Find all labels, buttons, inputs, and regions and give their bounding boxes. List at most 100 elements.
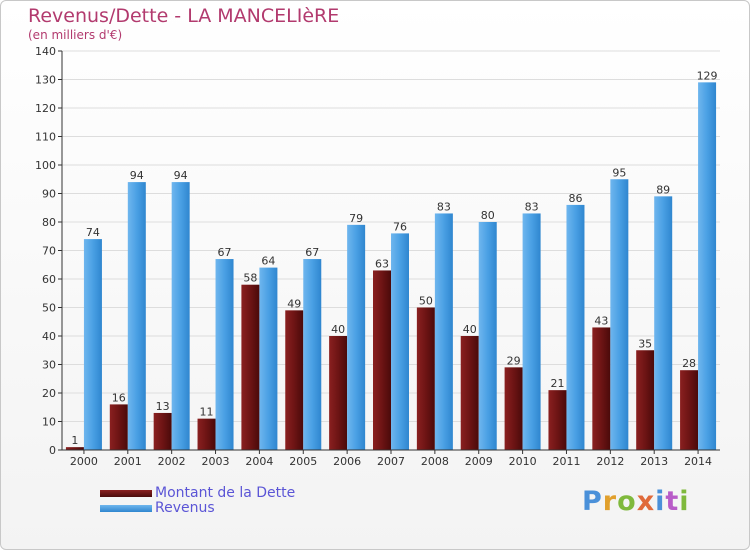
y-tick-label: 70 [42, 245, 56, 258]
x-tick-label: 2013 [640, 455, 668, 468]
revenue-bar [83, 239, 102, 450]
revenue-bar-label: 89 [656, 183, 670, 196]
y-tick-label: 10 [42, 416, 56, 429]
revenue-bar [610, 179, 629, 450]
y-tick-label: 100 [35, 159, 56, 172]
debt-bar-label: 29 [507, 354, 521, 367]
debt-bar [592, 327, 611, 450]
y-tick-label: 140 [35, 45, 56, 58]
debt-bar [65, 447, 84, 450]
revenue-bar-label: 94 [130, 169, 144, 182]
debt-bar-label: 11 [200, 406, 214, 419]
debt-bar-label: 58 [243, 272, 257, 285]
debt-bar-label: 28 [682, 357, 696, 370]
revenue-bar [259, 267, 278, 450]
debt-bar [285, 310, 304, 450]
debt-bar [329, 336, 348, 450]
revenue-bar [171, 182, 190, 450]
legend-label-revenue: Revenus [155, 500, 215, 516]
debt-bar [373, 270, 391, 450]
revenue-bar-label: 95 [612, 166, 626, 179]
x-tick-label: 2002 [158, 455, 186, 468]
legend-swatch-debt [100, 490, 152, 497]
x-tick-label: 2010 [509, 455, 537, 468]
debt-bar-label: 50 [419, 295, 433, 308]
x-tick-label: 2004 [245, 455, 273, 468]
revenue-bar [434, 213, 453, 450]
y-tick-label: 30 [42, 359, 56, 372]
chart-subtitle: (en milliers d'€) [28, 28, 123, 42]
x-tick-label: 2001 [114, 455, 142, 468]
y-tick-label: 20 [42, 387, 56, 400]
x-tick-label: 2005 [289, 455, 317, 468]
y-tick-label: 130 [35, 74, 56, 87]
debt-bar [636, 350, 655, 450]
revenue-bar-label: 76 [393, 220, 407, 233]
legend-swatch-revenue [100, 505, 152, 512]
revenue-bar [127, 182, 146, 450]
debt-bar-label: 21 [550, 377, 564, 390]
revenue-bar-label: 83 [437, 200, 451, 213]
y-tick-label: 40 [42, 330, 56, 343]
revenue-bar [391, 233, 409, 450]
debt-bar [504, 367, 523, 450]
x-tick-label: 2007 [377, 455, 405, 468]
revenue-bar-label: 129 [697, 69, 718, 82]
debt-bar-label: 40 [331, 323, 345, 336]
debt-bar-label: 40 [463, 323, 477, 336]
chart-title: Revenus/Dette - LA MANCELIèRE [28, 5, 340, 27]
revenue-bar-label: 79 [349, 212, 363, 225]
y-tick-label: 110 [35, 131, 56, 144]
revenue-bar [566, 204, 585, 450]
debt-bar [680, 370, 699, 450]
revenue-bar-label: 67 [218, 246, 232, 259]
debt-bar-label: 35 [638, 337, 652, 350]
debt-bar [548, 390, 567, 450]
revenue-bar-label: 80 [481, 209, 495, 222]
debt-bar [460, 336, 479, 450]
y-tick-label: 0 [49, 444, 56, 457]
debt-bar-label: 1 [71, 434, 78, 447]
revenue-bar-label: 67 [305, 246, 319, 259]
debt-bar [109, 404, 128, 450]
debt-bar-label: 49 [287, 297, 301, 310]
y-tick-label: 60 [42, 273, 56, 286]
x-tick-label: 2014 [684, 455, 712, 468]
revenue-bar-label: 94 [174, 169, 188, 182]
debt-bar-label: 13 [156, 400, 170, 413]
revenue-bar-label: 64 [261, 255, 275, 268]
x-tick-label: 2008 [421, 455, 449, 468]
bars: 1 74 16 94 13 94 11 67 58 64 49 67 40 79 63 76 50 83 40 80 2… [65, 69, 718, 450]
revenue-bar [478, 222, 497, 450]
x-tick-label: 2003 [202, 455, 230, 468]
debt-bar [197, 418, 216, 450]
revenue-bar [522, 213, 541, 450]
debt-bar-label: 16 [112, 391, 126, 404]
bar-chart: 1 74 16 94 13 94 11 67 58 64 49 67 40 79 63 76 50 83 40 80 2… [35, 45, 720, 468]
y-tick-label: 80 [42, 216, 56, 229]
revenue-bar [303, 259, 322, 450]
proxiti-logo: Proxiti [582, 486, 690, 517]
x-tick-label: 2000 [70, 455, 98, 468]
x-tick-label: 2006 [333, 455, 361, 468]
x-tick-label: 2009 [465, 455, 493, 468]
debt-bar [241, 284, 260, 450]
revenue-bar-label: 83 [525, 200, 539, 213]
y-tick-label: 90 [42, 188, 56, 201]
x-tick-label: 2011 [552, 455, 580, 468]
revenue-bar [654, 196, 673, 450]
debt-bar [416, 307, 435, 450]
revenue-bar [215, 259, 234, 450]
debt-bar-label: 63 [375, 257, 389, 270]
debt-bar [153, 412, 172, 450]
debt-bar-label: 43 [594, 314, 608, 327]
y-tick-label: 50 [42, 302, 56, 315]
revenue-bar-label: 74 [86, 226, 100, 239]
x-tick-label: 2012 [596, 455, 624, 468]
revenue-bar-label: 86 [568, 192, 582, 205]
revenue-bar [347, 224, 366, 450]
legend-label-debt: Montant de la Dette [155, 485, 296, 501]
y-tick-label: 120 [35, 102, 56, 115]
revenue-bar [698, 82, 717, 450]
